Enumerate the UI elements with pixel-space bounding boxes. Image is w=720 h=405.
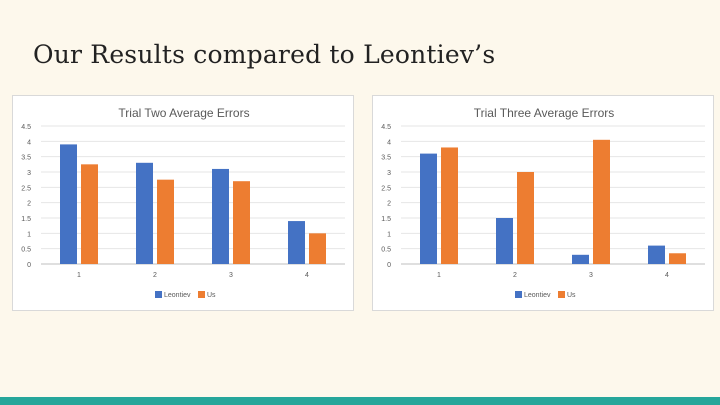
y-tick-label: 0	[27, 262, 31, 269]
x-tick-label: 4	[305, 272, 309, 279]
bottom-accent-bar	[0, 397, 720, 405]
y-tick-label: 2.5	[381, 185, 391, 192]
y-tick-label: 0.5	[21, 247, 31, 254]
y-tick-label: 4.5	[21, 124, 31, 131]
bar-leontiev-4	[648, 245, 665, 264]
x-tick-label: 4	[665, 272, 669, 279]
y-tick-label: 1	[27, 231, 31, 238]
bar-leontiev-3	[572, 254, 589, 264]
x-tick-label: 1	[437, 272, 441, 279]
x-tick-label: 2	[513, 272, 517, 279]
y-tick-label: 4	[27, 139, 31, 146]
bar-leontiev-4	[288, 221, 305, 264]
y-tick-label: 2	[27, 201, 31, 208]
slide-title: Our Results compared to Leontiev’s	[33, 40, 496, 69]
trial-three-chart: Trial Three Average Errors 0 0.5 1 1.5 2 2.5 3 3…	[372, 95, 714, 311]
y-tick-label: 2.5	[21, 185, 31, 192]
y-tick-label: 3.5	[381, 155, 391, 162]
legend-swatch-us	[558, 291, 565, 298]
chart-title: Trial Two Average Errors	[118, 106, 249, 120]
y-tick-label: 1.5	[21, 216, 31, 223]
bar-leontiev-3	[212, 168, 229, 264]
bar-us-4	[309, 233, 326, 264]
bar-us-1	[441, 147, 458, 264]
bar-leontiev-1	[420, 153, 437, 264]
legend-label-leontiev: Leontiev	[524, 292, 551, 299]
y-tick-label: 3	[387, 170, 391, 177]
x-tick-label: 1	[77, 272, 81, 279]
legend-swatch-leontiev	[515, 291, 522, 298]
legend-swatch-us	[198, 291, 205, 298]
y-tick-label: 4.5	[381, 124, 391, 131]
y-tick-label: 1	[387, 231, 391, 238]
legend-label-us: Us	[567, 292, 576, 299]
x-tick-label: 3	[589, 272, 593, 279]
trial-two-chart-svg: Trial Two Average Errors 0 0.5 1 1.5 2 2.5 3 3.5…	[21, 106, 345, 299]
bar-us-1	[81, 164, 98, 264]
legend-label-leontiev: Leontiev	[164, 292, 191, 299]
bar-leontiev-1	[60, 144, 77, 264]
x-tick-label: 2	[153, 272, 157, 279]
bar-us-2	[517, 172, 534, 264]
y-tick-label: 0.5	[381, 247, 391, 254]
trial-three-chart-svg: Trial Three Average Errors 0 0.5 1 1.5 2 2.5 3 3…	[381, 106, 705, 299]
bar-us-3	[233, 181, 250, 264]
y-tick-label: 3.5	[21, 155, 31, 162]
y-tick-label: 4	[387, 139, 391, 146]
bar-us-2	[157, 179, 174, 264]
bar-us-3	[593, 139, 610, 264]
x-tick-label: 3	[229, 272, 233, 279]
y-tick-label: 1.5	[381, 216, 391, 223]
bar-us-4	[669, 253, 686, 264]
bar-leontiev-2	[136, 162, 153, 264]
y-tick-label: 3	[27, 170, 31, 177]
bar-leontiev-2	[496, 218, 513, 264]
y-tick-label: 2	[387, 201, 391, 208]
legend-label-us: Us	[207, 292, 216, 299]
y-tick-label: 0	[387, 262, 391, 269]
trial-two-chart: Trial Two Average Errors 0 0.5 1 1.5 2 2.5 3 3.5…	[12, 95, 354, 311]
chart-title: Trial Three Average Errors	[474, 106, 615, 120]
legend-swatch-leontiev	[155, 291, 162, 298]
